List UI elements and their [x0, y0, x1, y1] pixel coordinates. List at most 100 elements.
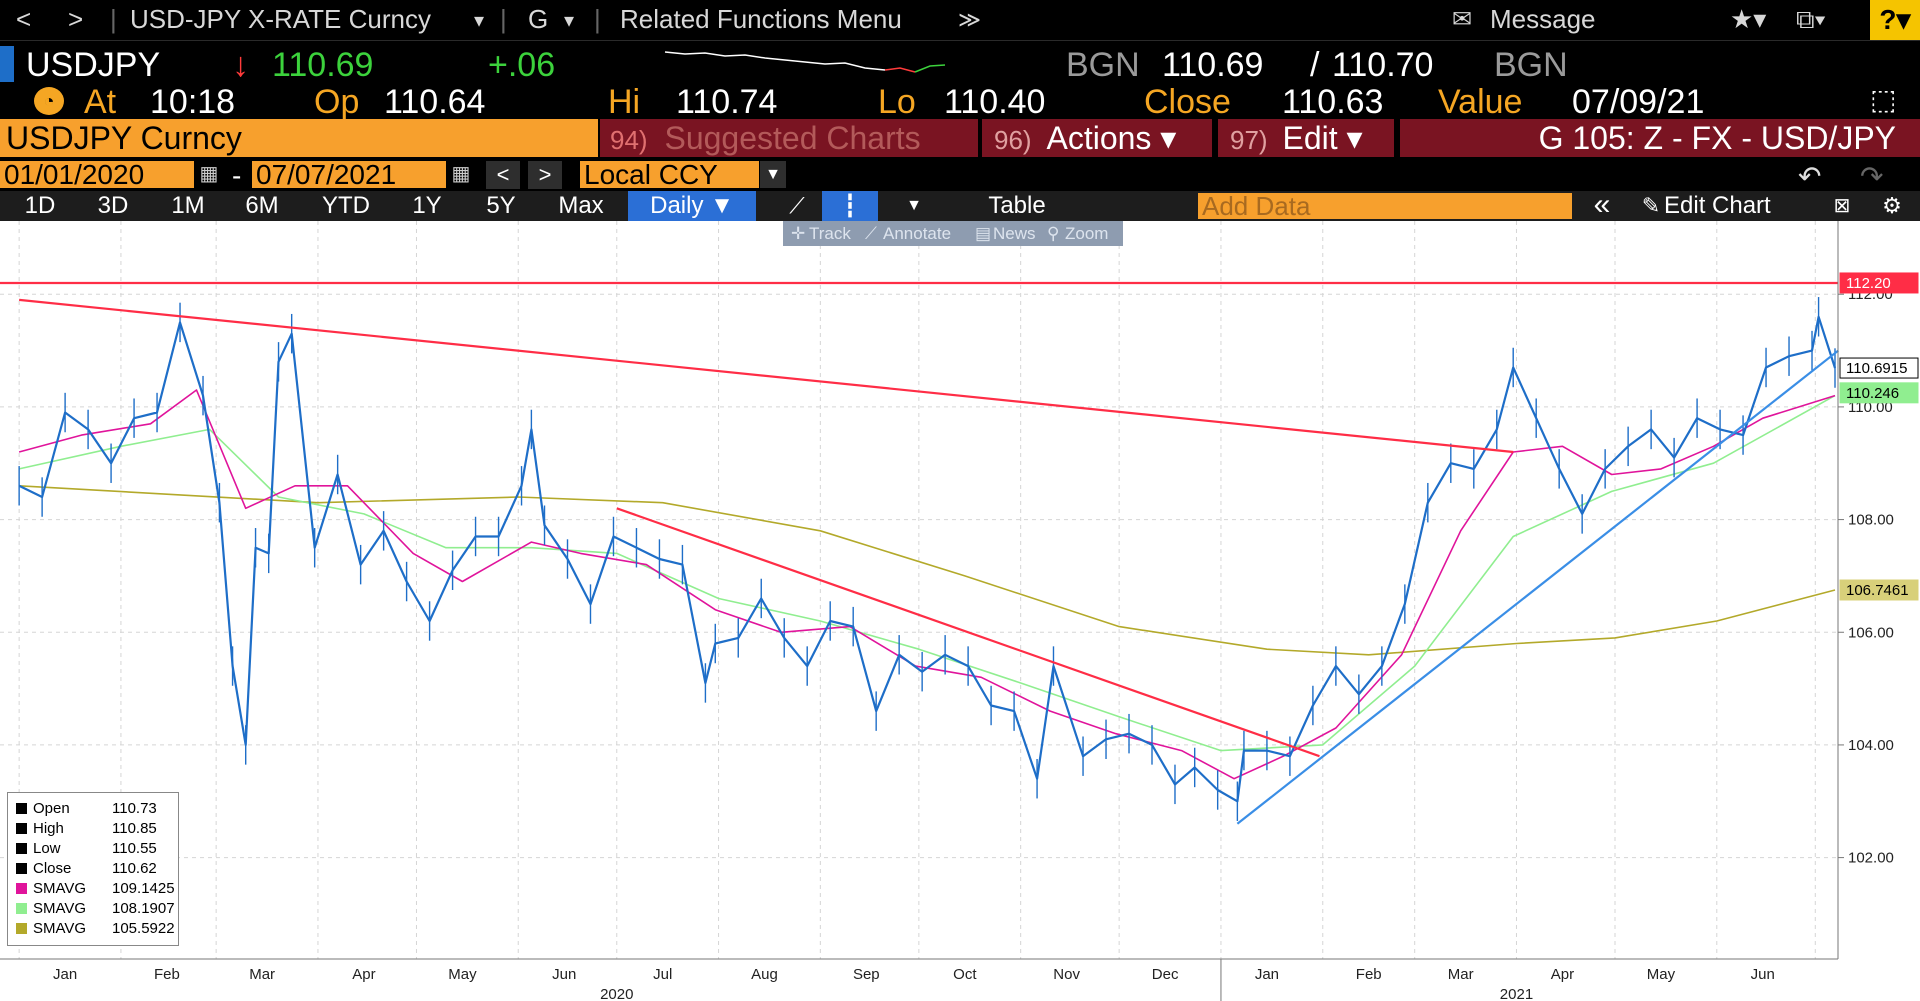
- x-tick-label: Jan: [1255, 966, 1279, 983]
- pencil-icon[interactable]: ✎: [1641, 193, 1661, 218]
- x-tick-label: Jun: [1751, 966, 1775, 983]
- star-icon[interactable]: ★▾: [1730, 4, 1767, 34]
- suggested-label: Suggested Charts: [664, 120, 921, 156]
- next-period-button[interactable]: >: [528, 161, 562, 189]
- period-max[interactable]: Max: [558, 192, 604, 219]
- track-tool[interactable]: Track: [809, 224, 851, 243]
- period-ytd[interactable]: YTD: [322, 192, 370, 219]
- window-icon[interactable]: ⧉▾: [1796, 4, 1826, 34]
- open-price: 110.64: [384, 83, 486, 121]
- zoom-tool[interactable]: Zoom: [1065, 224, 1109, 243]
- g-dropdown[interactable]: ▾: [564, 10, 575, 32]
- period-5y[interactable]: 5Y: [486, 192, 516, 219]
- table-button[interactable]: Table: [988, 192, 1046, 219]
- news-tool[interactable]: News: [993, 224, 1036, 243]
- x-tick-label: Mar: [249, 966, 275, 983]
- line-chart-icon[interactable]: ⟋: [789, 193, 805, 218]
- related-functions-menu[interactable]: Related Functions Menu: [620, 4, 902, 34]
- start-date-input[interactable]: 01/01/2020: [0, 161, 194, 189]
- chart-area[interactable]: 102.00 104.00 106.00 108.00 110.00 112.00 112.…: [0, 221, 1920, 1001]
- zoom-icon[interactable]: ⚲: [1047, 224, 1060, 243]
- grid: [0, 221, 1838, 959]
- actions-label: Actions ▾: [1046, 120, 1177, 156]
- price-tag-label: 110.6915: [1846, 360, 1907, 377]
- edit-chart-button[interactable]: Edit Chart: [1664, 192, 1771, 219]
- high-label: Hi: [608, 83, 641, 121]
- forward-button[interactable]: >: [68, 4, 84, 34]
- value-label: Value: [1438, 83, 1523, 121]
- bid-source: BGN: [1066, 46, 1140, 84]
- security-title[interactable]: USD-JPY X-RATE Curncy: [130, 4, 431, 34]
- legend-label: SMAVG: [33, 900, 87, 917]
- quote-time: 10:18: [150, 83, 236, 121]
- ask-price: 110.70: [1332, 46, 1434, 84]
- open-label: Op: [314, 83, 360, 121]
- last-price: 110.69: [272, 46, 374, 84]
- legend-row: SMAVG 109.1425: [16, 879, 175, 898]
- period-1m[interactable]: 1M: [171, 192, 205, 219]
- frequency-select[interactable]: Daily ▼: [628, 191, 756, 221]
- crosshair-icon[interactable]: ✛: [791, 224, 806, 243]
- candlestick-icon[interactable]: ┇: [822, 191, 878, 221]
- chart-type-dropdown-icon[interactable]: ▼: [906, 197, 922, 214]
- page-label: G 105: Z - FX - USD/JPY: [1538, 120, 1896, 156]
- annotate-tool[interactable]: Annotate: [883, 224, 952, 243]
- actions-number: 96): [994, 125, 1032, 155]
- currency-dropdown-icon[interactable]: ▼: [760, 161, 786, 188]
- trendline-resistance-descending: [616, 507, 1320, 758]
- redo-icon[interactable]: ↷: [1860, 161, 1884, 192]
- quote-row-1: USDJPY ↓ 110.69 +.06 BGN 110.69 / 110.70…: [0, 46, 1920, 84]
- ticker[interactable]: USDJPY: [26, 46, 161, 84]
- chart-export-icon[interactable]: ⬚: [1870, 84, 1897, 115]
- legend-value: 108.1907: [112, 900, 175, 917]
- x-tick-label: Apr: [1551, 966, 1574, 983]
- g-function[interactable]: G: [528, 4, 549, 34]
- period-1y[interactable]: 1Y: [412, 192, 442, 219]
- x-tick-label: Jan: [53, 966, 77, 983]
- back-button[interactable]: <: [16, 4, 32, 34]
- period-toolbar: 1D 3D 1M 6M YTD 1Y 5Y Max Daily ▼ ⟋ ┇ ▼ …: [0, 188, 1920, 221]
- security-field[interactable]: USDJPY Curncy: [0, 119, 598, 157]
- message-button[interactable]: Message: [1490, 4, 1596, 34]
- annotate-icon[interactable]: ⟋: [865, 224, 877, 243]
- trendline-layer[interactable]: [0, 281, 1839, 825]
- suggested-charts-button[interactable]: 94) Suggested Charts: [600, 119, 978, 157]
- ask-source: BGN: [1494, 46, 1568, 84]
- legend-row: Open 110.73: [16, 799, 157, 818]
- news-icon[interactable]: ▤: [975, 224, 992, 243]
- separator: |: [110, 4, 117, 34]
- x-tick-label: Apr: [352, 966, 375, 983]
- y-axis: 102.00104.00106.00108.00110.00112.00112.…: [1837, 221, 1919, 959]
- prev-period-button[interactable]: <: [486, 161, 520, 189]
- currency-select[interactable]: Local CCY: [580, 161, 759, 189]
- x-year-label: 2020: [600, 986, 633, 1001]
- calendar-icon[interactable]: ▦: [199, 163, 219, 185]
- y-tick-label: 104.00: [1848, 737, 1894, 754]
- period-3d[interactable]: 3D: [97, 192, 129, 219]
- chart-settings-icon[interactable]: ⊠: [1833, 195, 1851, 217]
- legend-swatch: [16, 923, 27, 934]
- x-year-label: 2021: [1500, 986, 1533, 1001]
- price-chart[interactable]: 102.00104.00106.00108.00110.00112.00112.…: [0, 221, 1920, 1001]
- title-dropdown[interactable]: ▾: [474, 10, 485, 32]
- add-data-input[interactable]: Add Data: [1198, 193, 1572, 219]
- edit-menu[interactable]: 97) Edit ▾: [1218, 119, 1394, 157]
- gear-icon[interactable]: ⚙: [1882, 193, 1902, 218]
- undo-icon[interactable]: ↶: [1798, 161, 1822, 192]
- low-price: 110.40: [944, 83, 1046, 121]
- envelope-icon[interactable]: ✉: [1452, 6, 1473, 33]
- end-date-input[interactable]: 07/07/2021: [252, 161, 446, 189]
- legend-row: SMAVG 108.1907: [16, 899, 175, 918]
- period-1d[interactable]: 1D: [24, 192, 56, 219]
- gauge-icon: ◔: [34, 87, 64, 115]
- x-tick-label: Jun: [552, 966, 576, 983]
- help-button[interactable]: ?▾: [1870, 0, 1920, 40]
- net-change: +.06: [488, 46, 556, 84]
- chevrons-down-icon[interactable]: ≫: [958, 7, 982, 32]
- collapse-icon[interactable]: «: [1593, 188, 1611, 221]
- price-tag-label: 110.246: [1846, 385, 1899, 402]
- calendar-icon[interactable]: ▦: [451, 163, 471, 185]
- period-6m[interactable]: 6M: [245, 192, 279, 219]
- legend-label: Open: [33, 800, 70, 817]
- actions-menu[interactable]: 96) Actions ▾: [982, 119, 1212, 157]
